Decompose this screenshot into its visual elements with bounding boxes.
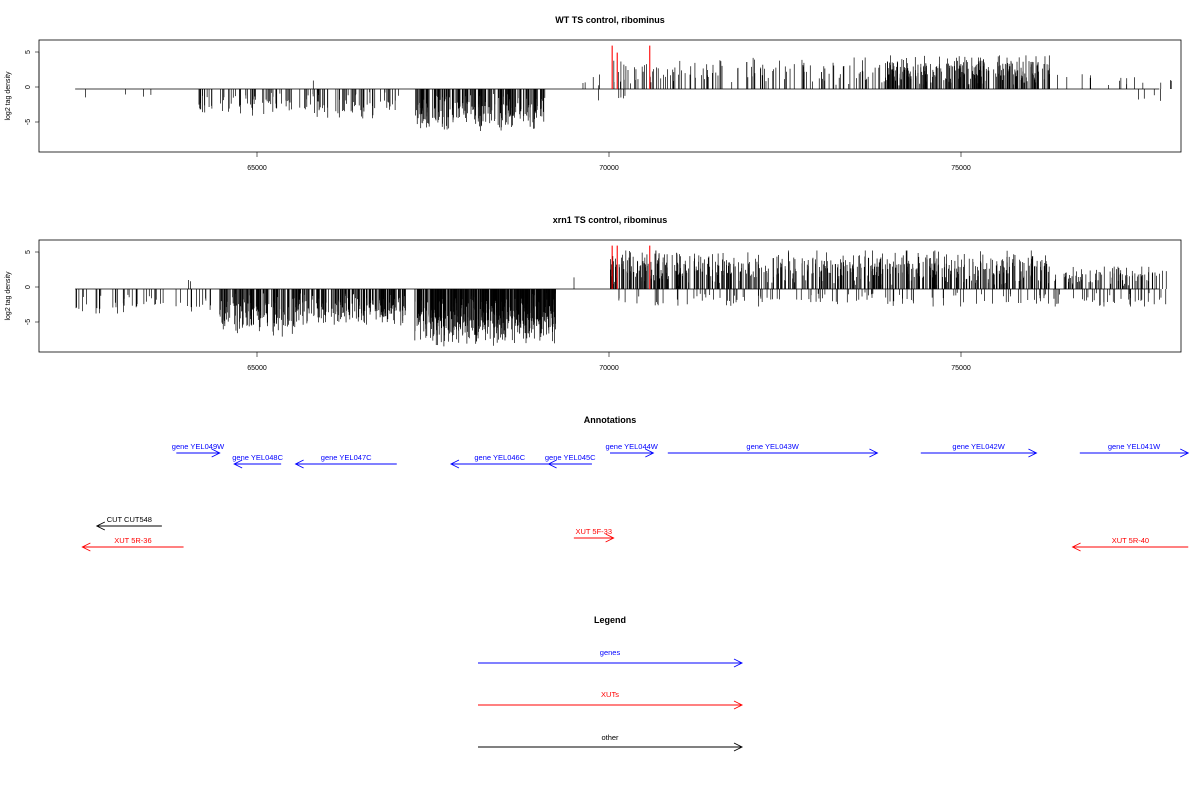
xrn1-y-axis: 5 0 -5 — [25, 250, 40, 325]
feature-arrow: gene YEL041W — [1079, 442, 1190, 458]
feature-arrow: CUT CUT548 — [95, 515, 162, 531]
feature-label: gene YEL043W — [746, 442, 799, 451]
legend-arrow-head — [733, 700, 744, 710]
feature-arrow-head — [449, 459, 460, 469]
wt-x-axis: 65000 70000 75000 — [247, 152, 971, 172]
feature-arrow: XUT 5R-40 — [1071, 536, 1189, 552]
wt-x-tick-label: 75000 — [951, 165, 971, 172]
xrn1-y-tick-label: 0 — [25, 285, 32, 289]
feature-arrow: gene YEL044W — [605, 442, 659, 458]
xrn1-y-tick-label: 5 — [25, 250, 32, 254]
feature-arrow: gene YEL047C — [294, 453, 397, 469]
xrn1-x-tick-label: 75000 — [951, 365, 971, 372]
xrn1-x-axis: 65000 70000 75000 — [247, 352, 971, 372]
feature-label: gene YEL046C — [474, 453, 525, 462]
xrn1-x-tick-label: 65000 — [247, 365, 267, 372]
annotations-title: Annotations — [584, 415, 637, 425]
feature-arrow-head — [869, 448, 879, 458]
feature-label: XUT 5R-36 — [114, 536, 151, 545]
wt-density-bars — [75, 45, 1172, 131]
feature-arrow-head — [605, 533, 615, 543]
wt-y-axis-label: log2 tag density — [5, 71, 12, 121]
feature-arrow-head — [233, 459, 243, 469]
legend-arrow-head — [733, 658, 744, 668]
feature-label: gene YEL041W — [1108, 442, 1161, 451]
legend-panel: Legend genes XUTs other — [478, 615, 744, 752]
feature-arrow: XUT 5R-36 — [81, 536, 184, 552]
wt-x-tick-label: 70000 — [599, 165, 619, 172]
wt-y-axis: 5 0 -5 — [25, 50, 40, 125]
feature-arrow: gene YEL049W — [172, 442, 225, 458]
feature-arrow-head — [1071, 542, 1081, 552]
feature-arrow-head — [1028, 448, 1038, 458]
legend-item-other: other — [478, 733, 744, 752]
legend-label: genes — [600, 648, 621, 657]
feature-label: gene YEL042W — [952, 442, 1005, 451]
legend-label: other — [601, 733, 619, 742]
feature-arrow: gene YEL042W — [920, 442, 1038, 458]
xrn1-y-axis-label: log2 tag density — [5, 271, 12, 321]
wt-y-tick-label: -5 — [25, 119, 32, 125]
legend-item-genes: genes — [478, 648, 744, 668]
feature-arrow: gene YEL043W — [667, 442, 879, 458]
legend-arrow-head — [733, 742, 744, 752]
feature-arrow-head — [645, 448, 655, 458]
legend-item-xuts: XUTs — [478, 690, 744, 710]
xrn1-x-tick-label: 70000 — [599, 365, 619, 372]
xrn1-track-title: xrn1 TS control, ribominus — [553, 215, 668, 225]
feature-arrow-head — [81, 542, 91, 552]
xrn1-density-bars — [75, 245, 1167, 347]
feature-label: CUT CUT548 — [107, 515, 152, 524]
feature-arrow: gene YEL045C — [545, 453, 596, 469]
feature-label: XUT 5F-33 — [575, 527, 612, 536]
feature-arrow: gene YEL048C — [232, 453, 284, 469]
feature-label: gene YEL045C — [545, 453, 596, 462]
feature-arrow: XUT 5F-33 — [573, 527, 615, 543]
wt-y-tick-label: 0 — [25, 85, 32, 89]
feature-arrow-head — [95, 521, 106, 531]
feature-arrow: gene YEL046C — [449, 453, 549, 469]
legend-title: Legend — [594, 615, 626, 625]
feature-arrow-head — [547, 459, 557, 469]
feature-label: XUT 5R-40 — [1112, 536, 1149, 545]
xrn1-y-tick-label: -5 — [25, 319, 32, 325]
wt-track-title: WT TS control, ribominus — [555, 15, 665, 25]
xrn1-track-panel: xrn1 TS control, ribominus log2 tag dens… — [5, 215, 1182, 372]
feature-arrows: gene YEL049W gene YEL048C gene YEL047C gene… — [81, 442, 1190, 552]
feature-label: gene YEL048C — [232, 453, 283, 462]
wt-plot-frame — [38, 39, 1182, 153]
feature-arrow-head — [211, 448, 221, 458]
feature-label: gene YEL044W — [605, 442, 658, 451]
feature-label: gene YEL047C — [321, 453, 372, 462]
wt-track-panel: WT TS control, ribominus log2 tag densit… — [5, 15, 1182, 172]
wt-y-tick-label: 5 — [25, 50, 32, 54]
legend-label: XUTs — [601, 690, 619, 699]
feature-arrow-head — [1180, 448, 1190, 458]
feature-label: gene YEL049W — [172, 442, 225, 451]
wt-x-tick-label: 65000 — [247, 165, 267, 172]
feature-arrow-head — [294, 459, 304, 469]
